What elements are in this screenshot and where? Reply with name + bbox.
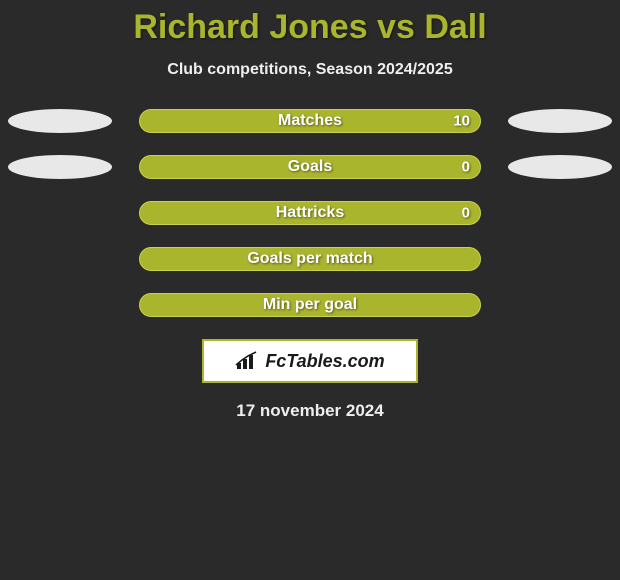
left-value-placeholder — [8, 155, 112, 179]
stat-row: Goals 0 — [0, 155, 620, 179]
stat-value: 0 — [462, 159, 470, 176]
stat-label: Min per goal — [263, 296, 357, 314]
stat-label: Matches — [278, 112, 342, 130]
stat-bar: Min per goal — [139, 293, 481, 317]
logo-text: FcTables.com — [265, 351, 384, 372]
stat-value: 10 — [453, 113, 470, 130]
stat-row: Goals per match — [0, 247, 620, 271]
stat-value: 0 — [462, 205, 470, 222]
stat-label: Hattricks — [276, 204, 344, 222]
stat-row: Min per goal — [0, 293, 620, 317]
chart-icon — [235, 351, 259, 371]
logo-box: FcTables.com — [202, 339, 418, 383]
stat-rows: Matches 10 Goals 0 Hattricks 0 Goals per match… — [0, 109, 620, 317]
left-value-placeholder — [8, 109, 112, 133]
right-value-placeholder — [508, 109, 612, 133]
date-text: 17 november 2024 — [0, 401, 620, 421]
stat-row: Hattricks 0 — [0, 201, 620, 225]
stat-bar: Goals 0 — [139, 155, 481, 179]
stat-row: Matches 10 — [0, 109, 620, 133]
stat-bar: Goals per match — [139, 247, 481, 271]
stat-label: Goals per match — [247, 250, 372, 268]
subtitle: Club competitions, Season 2024/2025 — [0, 61, 620, 79]
stat-label: Goals — [288, 158, 332, 176]
stat-bar: Hattricks 0 — [139, 201, 481, 225]
page-title: Richard Jones vs Dall — [0, 8, 620, 47]
right-value-placeholder — [508, 155, 612, 179]
stat-bar: Matches 10 — [139, 109, 481, 133]
